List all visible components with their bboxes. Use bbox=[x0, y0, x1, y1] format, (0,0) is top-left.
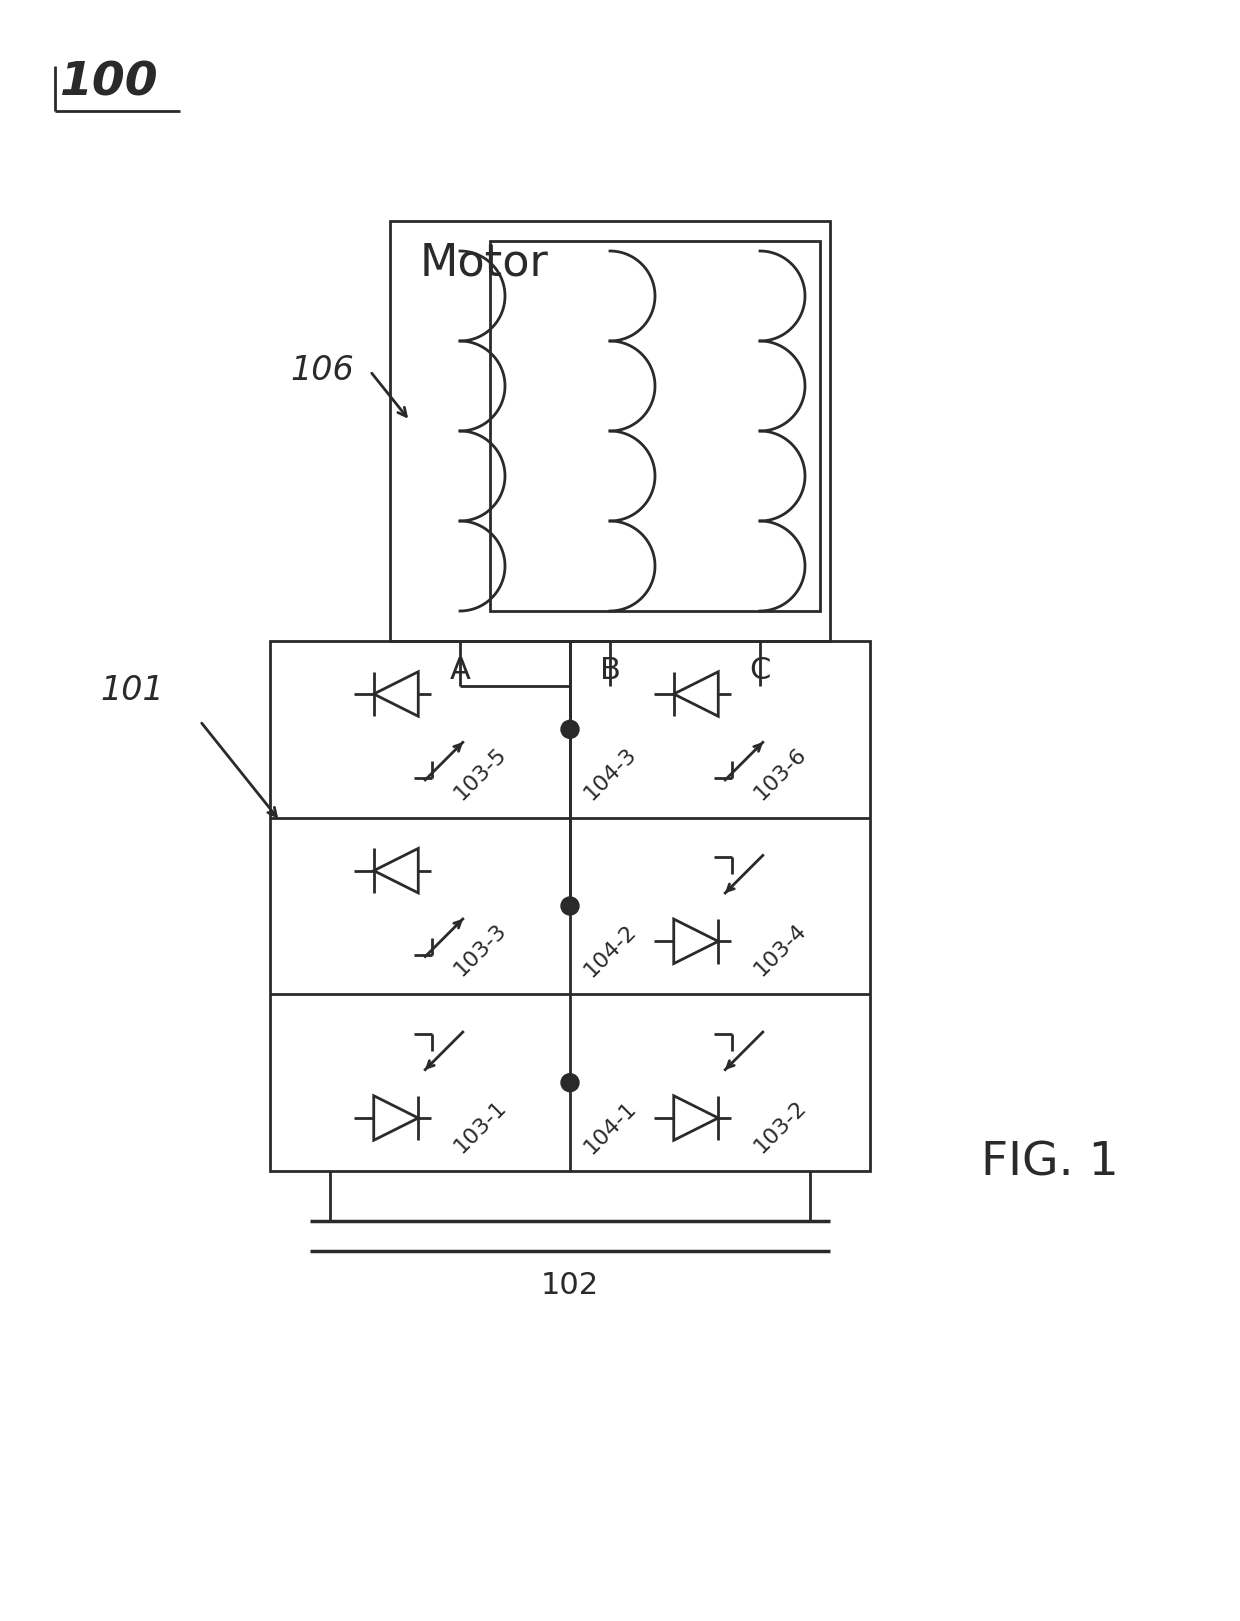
Text: 103-6: 103-6 bbox=[750, 744, 810, 804]
Text: 101: 101 bbox=[100, 674, 164, 707]
Text: 103-3: 103-3 bbox=[450, 921, 510, 981]
Bar bbox=[270, 640, 870, 1170]
Text: C: C bbox=[749, 657, 771, 686]
Text: FIG. 1: FIG. 1 bbox=[981, 1141, 1118, 1187]
Text: 104-2: 104-2 bbox=[580, 921, 640, 981]
Text: 103-4: 103-4 bbox=[750, 921, 810, 981]
Circle shape bbox=[560, 1073, 579, 1091]
Text: 104-1: 104-1 bbox=[580, 1097, 640, 1157]
Text: A: A bbox=[450, 657, 470, 686]
Text: 106: 106 bbox=[290, 355, 353, 387]
Text: 104-3: 104-3 bbox=[580, 744, 640, 804]
Text: 102: 102 bbox=[541, 1271, 599, 1300]
Text: 103-1: 103-1 bbox=[450, 1097, 510, 1157]
Text: 100: 100 bbox=[60, 62, 159, 105]
Text: Motor: Motor bbox=[420, 242, 549, 284]
Text: 103-2: 103-2 bbox=[750, 1097, 810, 1157]
Bar bbox=[490, 242, 820, 611]
Text: 103-5: 103-5 bbox=[450, 744, 510, 804]
Bar bbox=[391, 220, 830, 640]
Circle shape bbox=[560, 896, 579, 914]
Circle shape bbox=[560, 720, 579, 738]
Text: B: B bbox=[600, 657, 620, 686]
